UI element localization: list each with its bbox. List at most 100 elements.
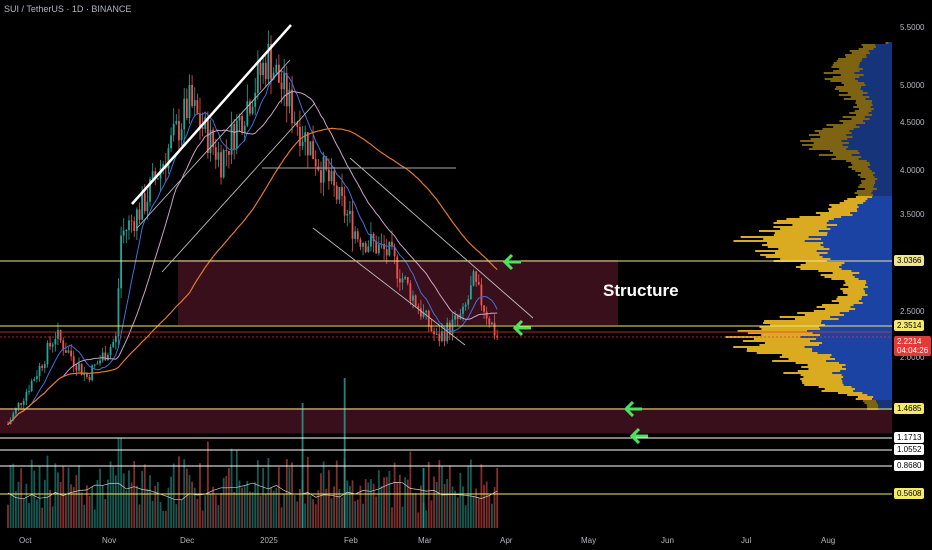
volume-bar: [327, 470, 330, 528]
candle-body: [209, 129, 212, 154]
level-price-badge: 0.8680: [894, 460, 925, 471]
profile-bar-volume: [788, 358, 836, 360]
candle-body: [349, 210, 351, 214]
profile-bar-volume: [795, 266, 840, 268]
profile-bar-value: [872, 398, 892, 400]
profile-bar-volume: [855, 100, 873, 102]
profile-bar-value: [876, 46, 892, 48]
profile-bar-value: [827, 232, 892, 234]
candle-body: [356, 231, 359, 240]
profile-bar-value: [867, 92, 892, 94]
candle-body: [464, 304, 467, 307]
profile-bar-volume: [774, 232, 828, 234]
profile-bar-volume: [794, 318, 839, 320]
profile-bar-value: [863, 288, 892, 290]
profile-bar-volume: [863, 46, 877, 48]
profile-bar-volume: [764, 320, 822, 322]
profile-bar-volume: [856, 114, 873, 116]
profile-bar-volume: [885, 42, 889, 44]
candle-body: [217, 152, 220, 160]
candle-body: [70, 350, 73, 357]
profile-bar-volume: [829, 150, 858, 152]
time-axis[interactable]: Oct Nov Dec 2025 Feb Mar Apr May Jun Jul Aug: [0, 530, 892, 550]
profile-bar-value: [873, 194, 892, 196]
volume-bar: [456, 497, 459, 528]
profile-bar-volume: [759, 326, 820, 328]
candle-body: [343, 195, 346, 216]
profile-bar-value: [859, 152, 892, 154]
candle-body: [362, 243, 364, 247]
profile-bar-volume: [804, 384, 844, 386]
candle-body: [367, 246, 370, 252]
candle-body: [309, 141, 312, 156]
volume-bar: [493, 487, 496, 528]
profile-bar-value: [842, 144, 892, 146]
candle-body: [246, 101, 249, 126]
volume-bar: [185, 468, 188, 528]
candlesticks: [7, 30, 499, 425]
profile-bar-value: [865, 200, 892, 202]
profile-bar-value: [865, 284, 892, 286]
profile-bar-value: [812, 350, 892, 352]
volume-bar: [312, 499, 314, 528]
channel-lower: [161, 102, 316, 273]
profile-bar-volume: [800, 378, 842, 380]
profile-bar-volume: [810, 138, 848, 140]
profile-bar-volume: [845, 54, 867, 56]
trend-drawings[interactable]: [131, 24, 534, 346]
profile-bar-volume: [851, 168, 870, 170]
price-tick: 2.0000: [900, 353, 925, 362]
profile-bar-volume: [779, 316, 831, 318]
profile-bar-volume: [832, 76, 860, 78]
profile-bar-value: [869, 118, 892, 120]
profile-bar-value: [868, 50, 892, 52]
profile-bar-value: [859, 126, 892, 128]
profile-bar-value: [832, 372, 892, 374]
profile-bar-volume: [800, 264, 842, 266]
profile-bar-volume: [753, 338, 817, 340]
volume-bar: [101, 485, 104, 528]
profile-bar-value: [841, 374, 892, 376]
candle-body: [406, 277, 409, 284]
candle-body: [243, 125, 246, 133]
profile-bar-volume: [833, 70, 860, 72]
volume-bar: [212, 486, 215, 528]
profile-bar-value: [867, 286, 892, 288]
profile-bar-volume: [861, 182, 876, 184]
profile-bar-value: [862, 302, 892, 304]
horizontal-levels[interactable]: [0, 260, 892, 495]
candle-body: [417, 305, 420, 309]
volume-bar: [72, 487, 75, 528]
profile-bar-value: [826, 360, 892, 362]
candle-body: [228, 150, 230, 155]
structure-label: Structure: [603, 281, 679, 300]
profile-bar-value: [857, 150, 892, 152]
channel-upper: [136, 59, 291, 229]
profile-bar-volume: [815, 212, 851, 214]
profile-bar-value: [826, 222, 892, 224]
volume-bar: [157, 482, 159, 528]
candle-body: [125, 230, 128, 232]
profile-bar-volume: [831, 158, 859, 160]
volume-bar: [354, 501, 357, 528]
volume-profile: [725, 42, 892, 410]
profile-bar-volume: [830, 80, 859, 82]
profile-bar-volume: [845, 282, 867, 284]
volume-bar: [272, 490, 275, 528]
profile-bar-volume: [833, 62, 860, 64]
candle-body: [393, 246, 396, 257]
profile-bar-value: [843, 384, 892, 386]
profile-bar-value: [871, 170, 892, 172]
profile-bar-value: [873, 396, 892, 398]
volume-bar: [135, 485, 138, 528]
volume-bar: [427, 461, 430, 528]
candle-body: [296, 122, 299, 127]
current-price-badge: 2.2214 04:04:26: [894, 336, 932, 356]
volume-bar: [204, 495, 207, 528]
candle-body: [398, 278, 401, 283]
profile-bar-value: [873, 186, 892, 188]
profile-bar-value: [872, 196, 892, 198]
profile-bar-value: [839, 266, 892, 268]
candle-body: [28, 391, 30, 393]
